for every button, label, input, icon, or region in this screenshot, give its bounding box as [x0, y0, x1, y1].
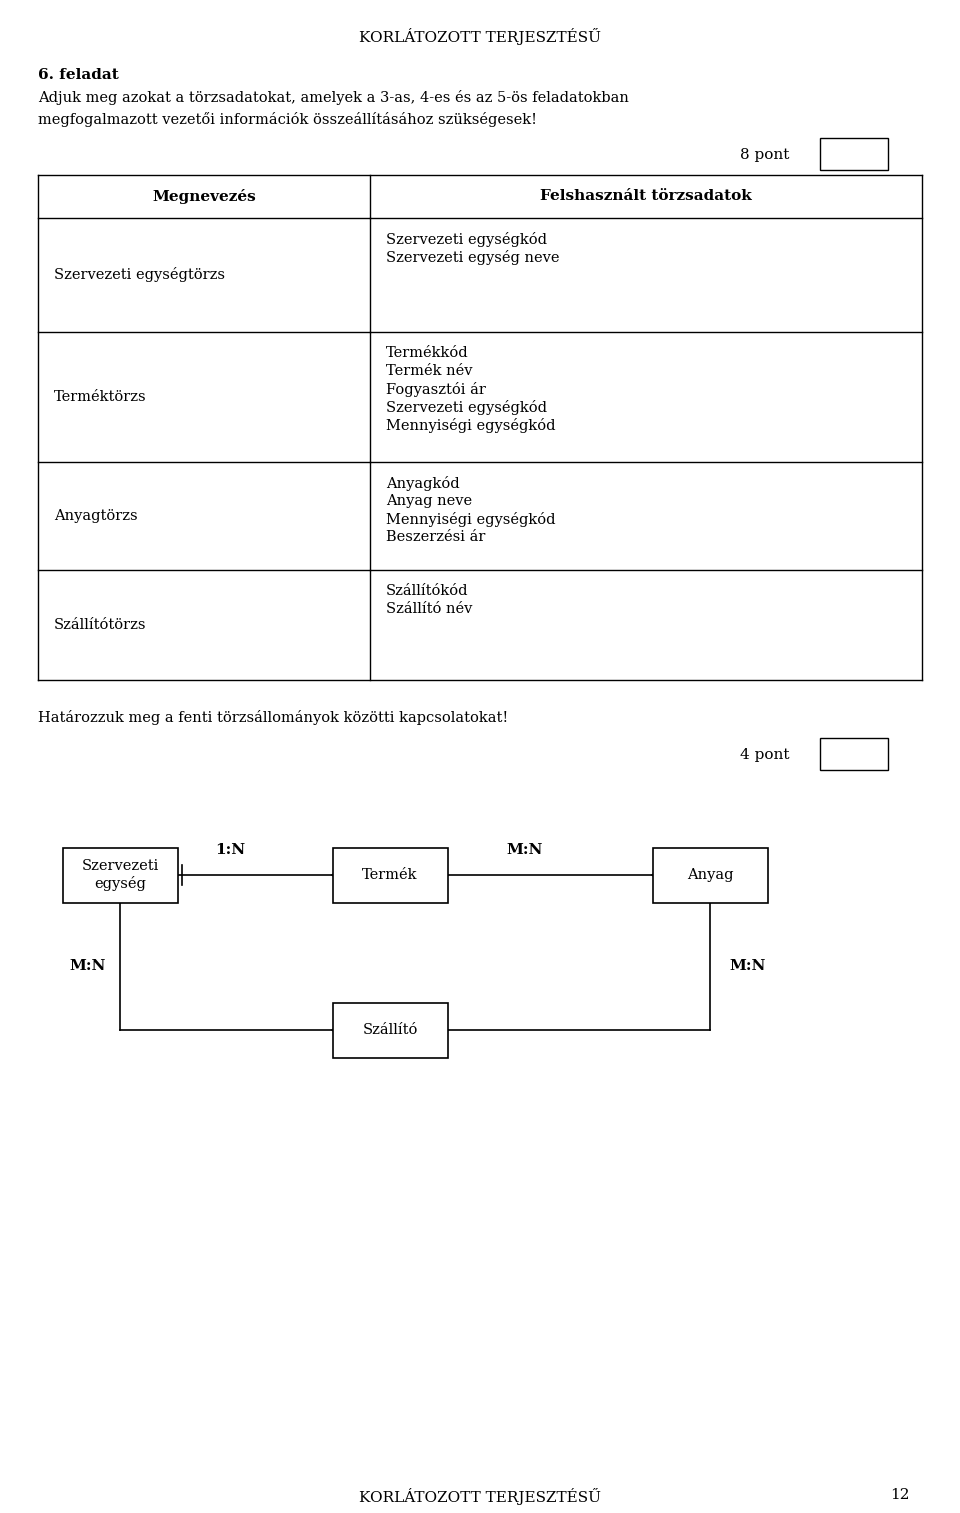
Text: Szállítókód: Szállítókód [386, 584, 468, 598]
Bar [653, 847, 767, 902]
Text: Fogyasztói ár: Fogyasztói ár [386, 381, 486, 396]
Text: Szállítótörzs: Szállítótörzs [54, 617, 147, 632]
Text: Anyagtörzs: Anyagtörzs [54, 508, 137, 523]
Text: M:N: M:N [730, 959, 766, 973]
Bar [820, 138, 888, 169]
Text: Felshasznált törzsadatok: Felshasznált törzsadatok [540, 189, 752, 204]
Text: KORLÁTOZOTT TERJESZTÉSŰ: KORLÁTOZOTT TERJESZTÉSŰ [359, 1487, 601, 1505]
Text: Terméktörzs: Terméktörzs [54, 390, 147, 404]
Text: Termék: Termék [362, 868, 418, 882]
Text: Adjuk meg azokat a törzsadatokat, amelyek a 3-as, 4-es és az 5-ös feladatokban: Adjuk meg azokat a törzsadatokat, amelye… [38, 89, 629, 104]
Text: Szervezeti egységkód: Szervezeti egységkód [386, 399, 547, 415]
Text: 4 pont: 4 pont [740, 747, 789, 763]
Text: Szervezeti egység neve: Szervezeti egység neve [386, 250, 560, 265]
Text: Megnevezés: Megnevezés [152, 189, 256, 204]
Text: Anyagkód: Anyagkód [386, 477, 460, 492]
Text: Termékkód: Termékkód [386, 346, 468, 360]
Text: M:N: M:N [507, 843, 543, 856]
Text: Szervezeti egységkód: Szervezeti egységkód [386, 231, 547, 247]
Bar [820, 738, 888, 770]
Text: Szállító név: Szállító név [386, 602, 472, 616]
Text: Szállító: Szállító [362, 1023, 418, 1036]
Text: Anyag neve: Anyag neve [386, 495, 472, 508]
Text: Mennyiségi egységkód: Mennyiségi egységkód [386, 418, 556, 433]
Text: 1:N: 1:N [215, 843, 245, 856]
Text: Szervezeti
egység: Szervezeti egység [82, 859, 158, 891]
Text: Anyag: Anyag [686, 868, 733, 882]
Text: Termék név: Termék név [386, 365, 472, 378]
Bar [62, 847, 178, 902]
Text: Beszerzési ár: Beszerzési ár [386, 530, 486, 545]
Text: Szervezeti egységtörzs: Szervezeti egységtörzs [54, 268, 225, 283]
Bar [332, 1003, 447, 1058]
Text: Mennyiségi egységkód: Mennyiségi egységkód [386, 511, 556, 527]
Bar [332, 847, 447, 902]
Text: KORLÁTOZOTT TERJESZTÉSŰ: KORLÁTOZOTT TERJESZTÉSŰ [359, 29, 601, 45]
Text: 8 pont: 8 pont [740, 148, 789, 162]
Text: 12: 12 [891, 1487, 910, 1502]
Text: megfogalmazott vezetői információk összeállításához szükségesek!: megfogalmazott vezetői információk össze… [38, 112, 537, 127]
Text: M:N: M:N [70, 959, 107, 973]
Text: Határozzuk meg a fenti törzsállományok közötti kapcsolatokat!: Határozzuk meg a fenti törzsállományok k… [38, 710, 508, 725]
Text: 6. feladat: 6. feladat [38, 68, 119, 82]
